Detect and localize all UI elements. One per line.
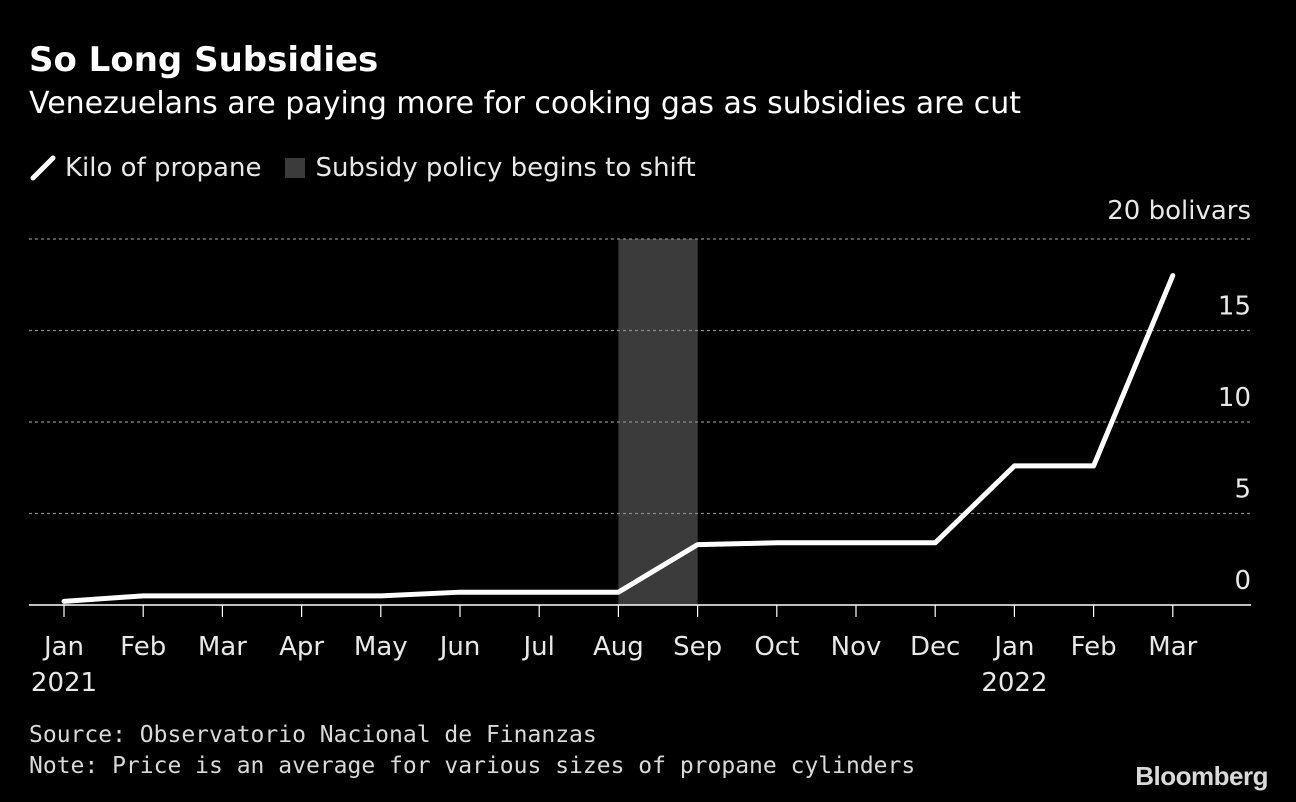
x-year-label: 2021: [31, 668, 97, 698]
x-tick-label: Aug: [593, 632, 644, 662]
chart-title: So Long Subsidies: [29, 40, 379, 80]
legend: Kilo of propane Subsidy policy begins to…: [29, 150, 720, 186]
chart-footer: Source: Observatorio Nacional de Finanza…: [29, 720, 915, 782]
series-line-propane: [61, 273, 1176, 604]
x-tick-label: Feb: [1071, 632, 1117, 662]
x-tick-label: Mar: [198, 632, 247, 662]
x-year-label: 2022: [981, 668, 1047, 698]
legend-item-propane: Kilo of propane: [29, 153, 261, 183]
x-tick-label: Dec: [910, 632, 960, 662]
x-tick-label: Nov: [831, 632, 882, 662]
x-tick-label: May: [354, 632, 408, 662]
source-text: Source: Observatorio Nacional de Finanza…: [29, 722, 597, 748]
x-tick-label: Feb: [120, 632, 166, 662]
shade-swatch-icon: [285, 158, 306, 178]
legend-label-subsidy: Subsidy policy begins to shift: [315, 153, 696, 183]
x-tick-label: Sep: [673, 632, 722, 662]
bloomberg-logo: Bloomberg: [1135, 761, 1268, 791]
x-tick-label: Mar: [1148, 632, 1197, 662]
y-tick-label: 5: [1234, 475, 1251, 505]
legend-item-subsidy: Subsidy policy begins to shift: [285, 153, 696, 183]
line-swatch-icon: [30, 155, 56, 181]
x-tick-label: Jan: [992, 632, 1034, 662]
x-tick-label: Jan: [42, 632, 84, 662]
y-tick-label: 0: [1234, 566, 1251, 596]
y-tick-label: 15: [1218, 292, 1251, 322]
note-text: Note: Price is an average for various si…: [29, 753, 916, 779]
x-tick-label: Jul: [522, 632, 555, 662]
x-tick-label: Oct: [754, 632, 799, 662]
y-unit-label: 20 bolivars: [1107, 196, 1251, 226]
y-tick-label: 10: [1218, 383, 1251, 413]
legend-label-propane: Kilo of propane: [65, 153, 262, 183]
chart-subtitle: Venezuelans are paying more for cooking …: [29, 86, 1022, 121]
x-tick-label: Apr: [279, 632, 324, 662]
x-tick-label: Jun: [438, 632, 481, 662]
